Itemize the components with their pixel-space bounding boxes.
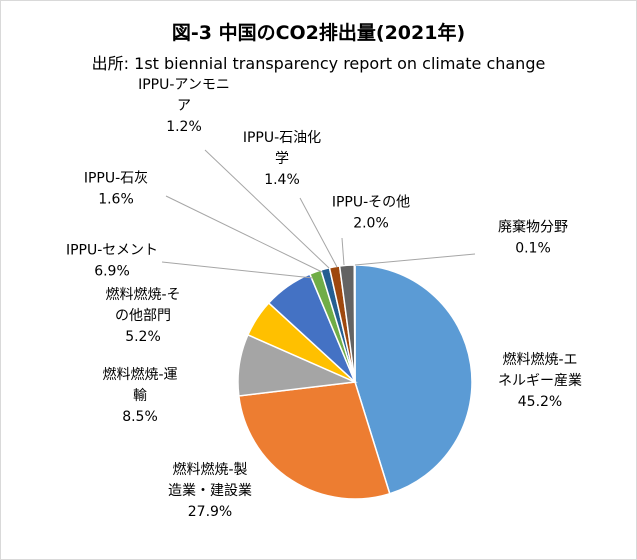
- slice-category-label: ネルギー産業: [498, 373, 582, 389]
- pie-slices: [237, 264, 473, 500]
- pie-slice: [354, 264, 473, 495]
- slice-category-label: ア: [177, 98, 191, 114]
- slice-category-label: IPPU-石灰: [84, 171, 148, 187]
- slice-value-label: 6.9%: [94, 264, 130, 280]
- leader-line: [299, 197, 338, 268]
- leader-line: [204, 149, 330, 269]
- leader-line: [165, 195, 323, 273]
- slice-category-label: IPPU-セメント: [66, 243, 158, 259]
- slice-category-label: 燃料燃焼-製: [172, 461, 247, 478]
- slice-category-label: 燃料燃焼-そ: [105, 286, 180, 303]
- slice-category-label: 造業・建設業: [168, 483, 252, 499]
- slice-category-label: 燃料燃焼-運: [102, 366, 177, 383]
- slice-category-label: 燃料燃焼-エ: [502, 351, 577, 368]
- slice-category-label: IPPU-その他: [332, 195, 410, 211]
- slice-category-label: 学: [275, 151, 289, 167]
- slice-value-label: 1.2%: [166, 119, 202, 135]
- leader-line: [161, 261, 314, 279]
- pie-slice: [353, 264, 356, 383]
- slice-category-label: IPPU-アンモニ: [138, 77, 230, 93]
- slice-category-label: 廃棄物分野: [498, 219, 568, 236]
- pie-slice: [237, 381, 391, 500]
- slice-value-label: 5.2%: [125, 329, 161, 345]
- slice-category-label: の他部門: [115, 308, 171, 324]
- slice-value-label: 1.4%: [264, 172, 300, 188]
- slice-category-label: 輸: [133, 388, 147, 404]
- leader-line: [354, 253, 476, 266]
- slice-value-label: 0.1%: [515, 241, 551, 257]
- leader-line: [341, 237, 345, 266]
- slice-value-label: 27.9%: [188, 504, 232, 520]
- slice-value-label: 1.6%: [98, 192, 134, 208]
- slice-category-label: IPPU-石油化: [243, 130, 321, 146]
- slice-value-label: 2.0%: [353, 216, 389, 232]
- leader-lines: [161, 149, 476, 279]
- chart-title: 図-3 中国のCO2排出量(2021年): [171, 22, 466, 44]
- chart-subtitle: 出所: 1st biennial transparency report on …: [91, 54, 546, 73]
- slice-value-label: 8.5%: [122, 409, 158, 425]
- slice-value-label: 45.2%: [518, 394, 562, 410]
